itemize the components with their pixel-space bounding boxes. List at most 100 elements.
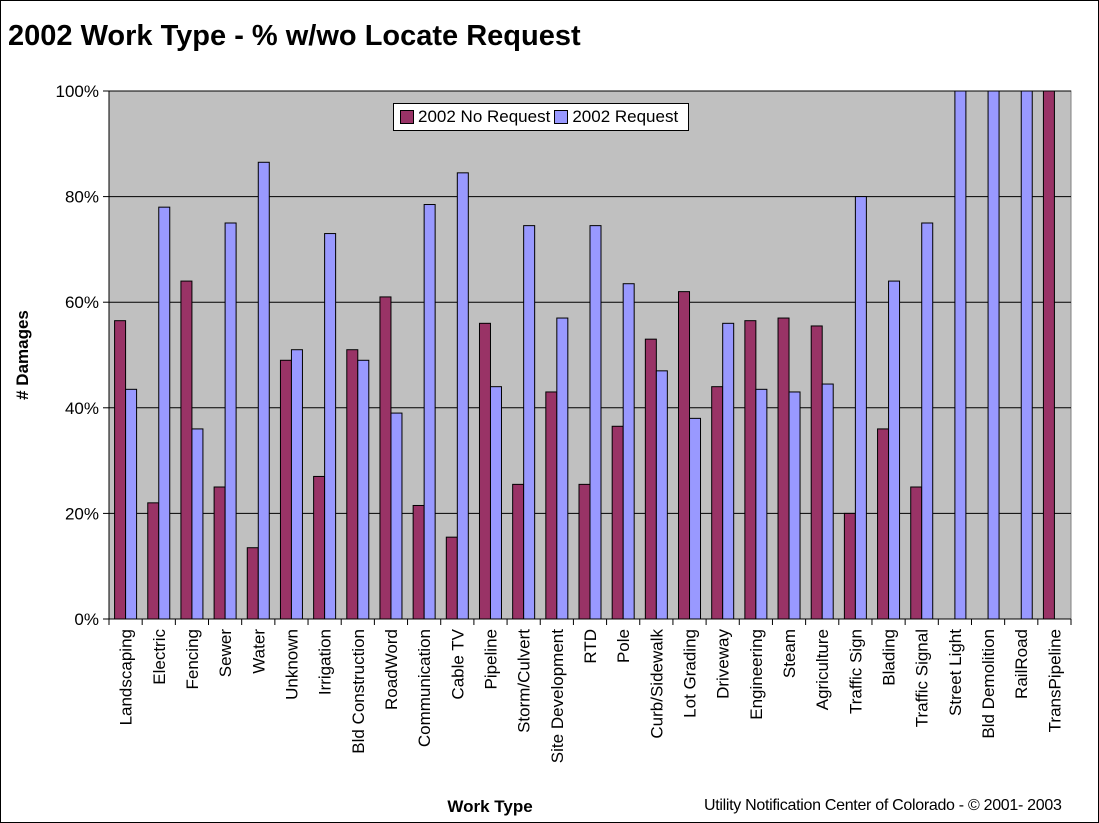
bar-request xyxy=(987,90,1000,620)
bar-request xyxy=(290,349,303,620)
x-tick-label: Driveway xyxy=(714,629,733,699)
bar-no-request xyxy=(678,291,691,620)
x-tick-label: Bld Demolition xyxy=(979,629,998,739)
x-tick-label: Storm/Culvert xyxy=(515,629,534,733)
bar-request xyxy=(224,222,237,620)
bar-no-request xyxy=(279,359,292,620)
x-tick-label: Communication xyxy=(415,629,434,747)
bar-request xyxy=(523,225,536,620)
bar-no-request xyxy=(1042,90,1055,620)
y-tick-label: 40% xyxy=(65,399,99,418)
x-tick-label: Cable TV xyxy=(448,628,467,699)
legend-swatch-no-request xyxy=(400,110,414,124)
x-tick-label: RailRoad xyxy=(1012,629,1031,699)
bar-no-request xyxy=(412,504,425,620)
x-tick-label: Curb/Sidewalk xyxy=(647,629,666,739)
bar-no-request xyxy=(877,428,890,620)
x-tick-label: Fencing xyxy=(183,629,202,689)
x-tick-label: Steam xyxy=(780,629,799,678)
y-tick-label: 80% xyxy=(65,188,99,207)
bar-request xyxy=(888,280,901,620)
bar-request xyxy=(489,386,502,620)
bar-no-request xyxy=(711,386,724,620)
bar-request xyxy=(755,388,768,620)
x-tick-label: Traffic Sign xyxy=(846,629,865,714)
bar-no-request xyxy=(512,483,525,620)
bar-request xyxy=(257,161,270,620)
y-tick-label: 100% xyxy=(56,82,99,101)
x-tick-label: RoadWord xyxy=(382,629,401,710)
y-axis-title: # Damages xyxy=(13,310,32,400)
bar-request xyxy=(191,428,204,620)
bar-request xyxy=(921,222,934,620)
bar-no-request xyxy=(246,547,259,620)
bar-request xyxy=(722,322,735,620)
bar-request xyxy=(357,359,370,620)
bar-no-request xyxy=(346,349,359,620)
bar-request xyxy=(788,391,801,620)
bar-no-request xyxy=(379,296,392,620)
bar-no-request xyxy=(578,483,591,620)
bar-no-request xyxy=(744,320,757,620)
bar-request xyxy=(390,412,403,620)
bar-no-request xyxy=(644,338,657,620)
bar-request xyxy=(821,383,834,620)
bar-no-request xyxy=(114,320,127,620)
bar-request xyxy=(589,225,602,620)
y-tick-label: 60% xyxy=(65,293,99,312)
bar-request xyxy=(689,417,702,620)
copyright-credit: Utility Notification Center of Colorado … xyxy=(704,797,1062,814)
x-tick-label: Pipeline xyxy=(481,629,500,690)
legend-label-no-request: 2002 No Request xyxy=(418,107,551,126)
bar-no-request xyxy=(445,536,458,620)
bar-no-request xyxy=(843,512,856,620)
x-axis-title: Work Type xyxy=(447,797,532,816)
bar-no-request xyxy=(147,502,160,620)
x-tick-label: Bld Construction xyxy=(349,629,368,754)
x-tick-label: Landscaping xyxy=(117,629,136,725)
bar-no-request xyxy=(213,486,226,620)
x-tick-label: Water xyxy=(249,629,268,674)
bar-request xyxy=(854,196,867,620)
bar-no-request xyxy=(611,425,624,620)
bar-request xyxy=(655,370,668,620)
y-tick-label: 20% xyxy=(65,504,99,523)
x-tick-label: Lot Grading xyxy=(681,629,700,718)
bar-no-request xyxy=(180,280,193,620)
bar-no-request xyxy=(910,486,923,620)
bar-request xyxy=(125,388,138,620)
x-tick-label: Blading xyxy=(880,629,899,686)
legend-swatch-request xyxy=(554,110,569,124)
bar-request xyxy=(556,317,569,620)
bar-no-request xyxy=(313,475,326,620)
bar-no-request xyxy=(777,317,790,620)
legend-item-request: 2002 Request xyxy=(554,107,678,127)
bar-request xyxy=(158,206,171,620)
legend-label-request: 2002 Request xyxy=(572,107,679,126)
bar-request xyxy=(622,283,635,620)
legend-item-no-request: 2002 No Request xyxy=(400,107,550,127)
x-tick-label: Street Light xyxy=(946,629,965,716)
bar-no-request xyxy=(545,391,558,620)
bar-request xyxy=(324,233,337,620)
x-tick-label: Site Development xyxy=(548,629,567,763)
x-tick-label: Irrigation xyxy=(316,629,335,695)
x-tick-label: Traffic Signal xyxy=(913,629,932,727)
x-tick-label: Pole xyxy=(614,629,633,663)
bar-no-request xyxy=(810,325,823,620)
bar-request xyxy=(456,172,469,620)
bar-no-request xyxy=(478,322,491,620)
x-tick-label: Engineering xyxy=(747,629,766,720)
x-tick-label: RTD xyxy=(581,629,600,664)
legend: 2002 No Request 2002 Request xyxy=(393,103,690,131)
x-tick-label: Agriculture xyxy=(813,629,832,710)
bar-request xyxy=(1020,90,1033,620)
bar-request xyxy=(954,90,967,620)
x-tick-label: Unknown xyxy=(282,629,301,700)
chart-title: 2002 Work Type - % w/wo Locate Request xyxy=(8,20,581,52)
x-tick-label: Electric xyxy=(150,629,169,685)
y-tick-label: 0% xyxy=(74,610,99,629)
x-tick-label: Sewer xyxy=(216,629,235,678)
x-tick-label: TransPipeline xyxy=(1045,629,1064,732)
